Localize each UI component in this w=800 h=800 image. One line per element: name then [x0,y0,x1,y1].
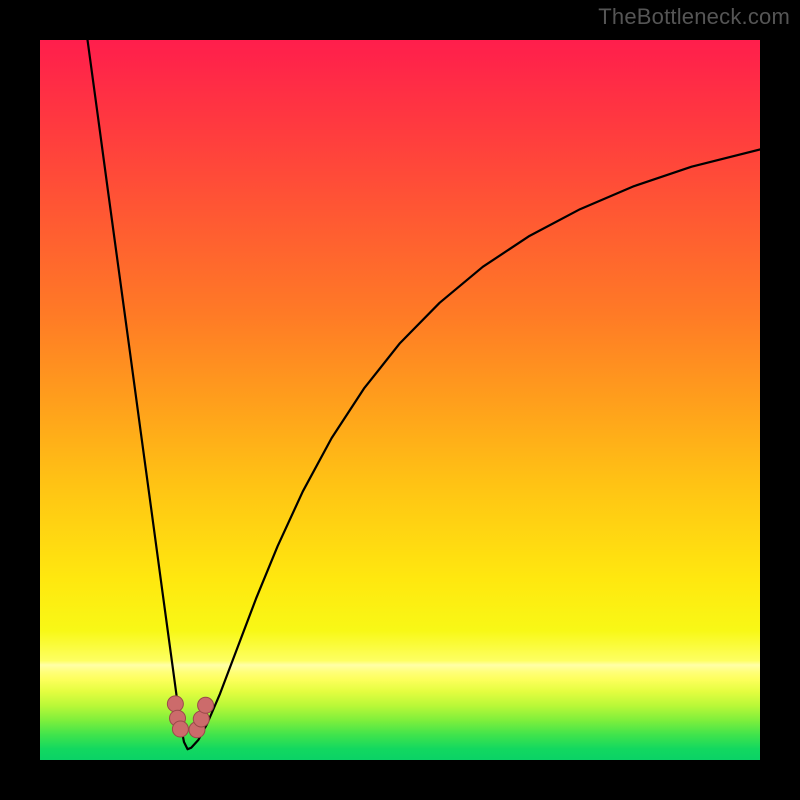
curve-marker [198,697,214,713]
watermark-text: TheBottleneck.com [598,4,790,30]
curve-marker [167,696,183,712]
plot-area [40,40,760,760]
gradient-background [40,40,760,760]
curve-marker [172,721,188,737]
chart-container: TheBottleneck.com [0,0,800,800]
plot-svg [40,40,760,760]
